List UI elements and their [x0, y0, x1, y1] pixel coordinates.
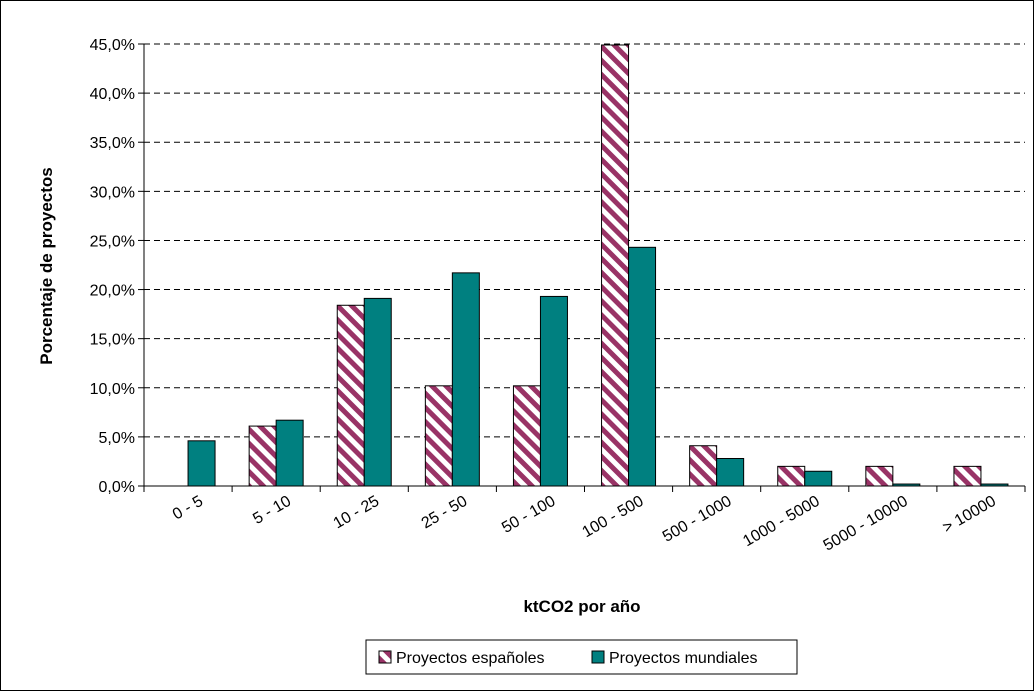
bars [187, 44, 1009, 487]
bar-proyectos-espanoles [777, 465, 806, 487]
y-tick-label: 10,0% [90, 381, 135, 398]
bar-proyectos-mundiales [628, 246, 657, 487]
bar-proyectos-mundiales [716, 457, 745, 487]
bar-proyectos-espanoles [953, 465, 982, 487]
x-axis-title: ktCO2 por año [523, 597, 640, 616]
y-tick-label: 45,0% [90, 37, 135, 54]
legend-box [365, 639, 798, 675]
bar-proyectos-mundiales [363, 297, 392, 487]
legend-label-proyectos-espanoles: Proyectos españoles [396, 650, 545, 667]
bar-proyectos-espanoles [248, 425, 277, 487]
bar-proyectos-mundiales [187, 440, 216, 487]
y-tick-label: 30,0% [90, 184, 135, 201]
y-tick-label: 0,0% [99, 479, 135, 496]
y-tick-label: 20,0% [90, 283, 135, 300]
bar-proyectos-espanoles [601, 44, 630, 487]
gridlines [144, 43, 1025, 438]
bar-proyectos-espanoles [689, 445, 718, 487]
legend-label-proyectos-mundiales: Proyectos mundiales [609, 650, 758, 667]
bar-proyectos-espanoles [336, 304, 365, 487]
bar-proyectos-mundiales [539, 295, 568, 487]
y-tick-label: 15,0% [90, 332, 135, 349]
y-axis-title: Porcentaje de proyectos [37, 167, 56, 364]
y-tick-label: 35,0% [90, 135, 135, 152]
legend-swatch-proyectos-mundiales [591, 650, 605, 664]
bar-proyectos-espanoles [424, 385, 453, 487]
bar-proyectos-mundiales [275, 419, 304, 487]
bar-proyectos-mundiales [804, 470, 833, 487]
bar-proyectos-mundiales [451, 272, 480, 487]
bar-proyectos-espanoles [865, 465, 894, 487]
legend: Proyectos españoles Proyectos mundiales [365, 639, 798, 675]
bar-proyectos-espanoles [512, 385, 541, 487]
y-tick-label: 5,0% [99, 430, 135, 447]
axes [143, 44, 1026, 492]
y-tick-label: 40,0% [90, 86, 135, 103]
y-tick-labels: 0,0% 5,0% 10,0% 15,0% 20,0% 25,0% 30,0% 35,0% 40… [90, 37, 144, 496]
legend-swatch-proyectos-espanoles [378, 650, 392, 664]
y-tick-label: 25,0% [90, 233, 135, 250]
